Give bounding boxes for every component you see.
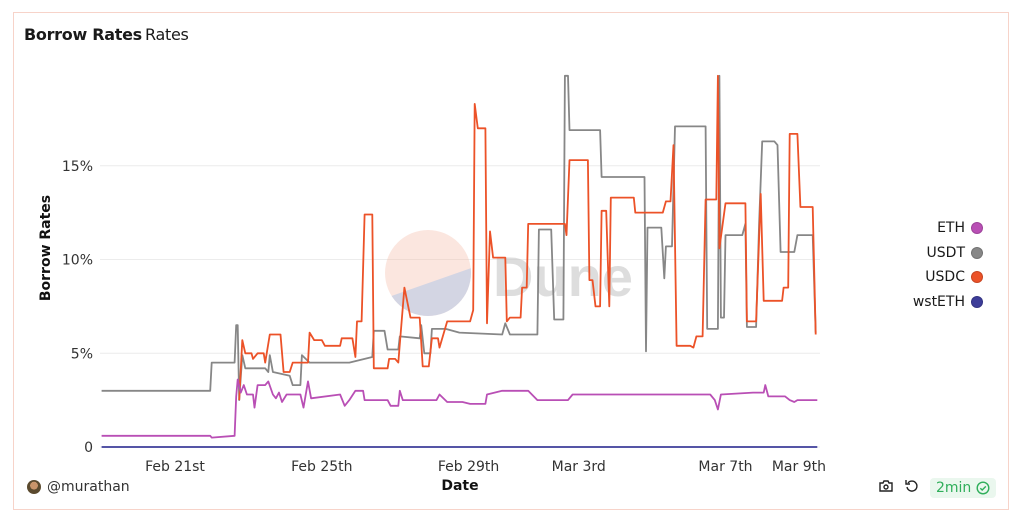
- refresh-icon[interactable]: [904, 478, 920, 498]
- legend-swatch: [971, 295, 983, 308]
- series-line-usdt: [101, 74, 817, 402]
- refresh-interval: 2min: [936, 480, 972, 496]
- series-line-eth: [101, 378, 818, 439]
- legend-item-wsteth[interactable]: wstETH: [913, 290, 983, 315]
- legend-item-usdt[interactable]: USDT: [913, 241, 983, 266]
- legend-swatch: [971, 246, 983, 259]
- legend-swatch: [971, 271, 983, 284]
- y-tick-label: 5%: [71, 346, 93, 362]
- legend: ETH USDT USDC wstETH: [913, 216, 983, 314]
- y-axis-title: Borrow Rates: [38, 195, 54, 301]
- x-tick-label: Feb 21st: [145, 459, 205, 475]
- x-tick-label: Feb 29th: [438, 459, 499, 475]
- refresh-status-badge[interactable]: 2min: [930, 478, 997, 498]
- chart-subtitle: Rates: [145, 25, 189, 44]
- legend-label: wstETH: [912, 293, 965, 310]
- legend-item-eth[interactable]: ETH: [913, 216, 983, 241]
- legend-swatch: [971, 222, 983, 235]
- x-tick-label: Mar 3rd: [552, 459, 606, 475]
- y-tick-label: 15%: [62, 159, 93, 175]
- y-tick-label: 10%: [62, 253, 93, 269]
- author-name: @murathan: [47, 479, 130, 495]
- x-tick-label: Feb 25th: [291, 459, 352, 475]
- avatar: [27, 480, 41, 494]
- camera-icon[interactable]: [878, 478, 894, 498]
- legend-label: USDC: [925, 269, 965, 286]
- legend-label: USDT: [926, 244, 965, 261]
- x-axis-title: Date: [441, 478, 478, 494]
- x-tick-label: Mar 9th: [772, 459, 826, 475]
- author[interactable]: @murathan: [27, 479, 130, 495]
- legend-label: ETH: [937, 220, 965, 237]
- series-line-usdc: [238, 74, 817, 401]
- chart-card: [13, 12, 1009, 510]
- y-tick-label: 0: [84, 440, 93, 456]
- legend-item-usdc[interactable]: USDC: [913, 265, 983, 290]
- chart-title: Borrow Rates: [24, 25, 142, 44]
- footer-tools: 2min: [878, 478, 997, 498]
- verified-check-icon: [976, 481, 990, 495]
- x-tick-label: Mar 7th: [698, 459, 752, 475]
